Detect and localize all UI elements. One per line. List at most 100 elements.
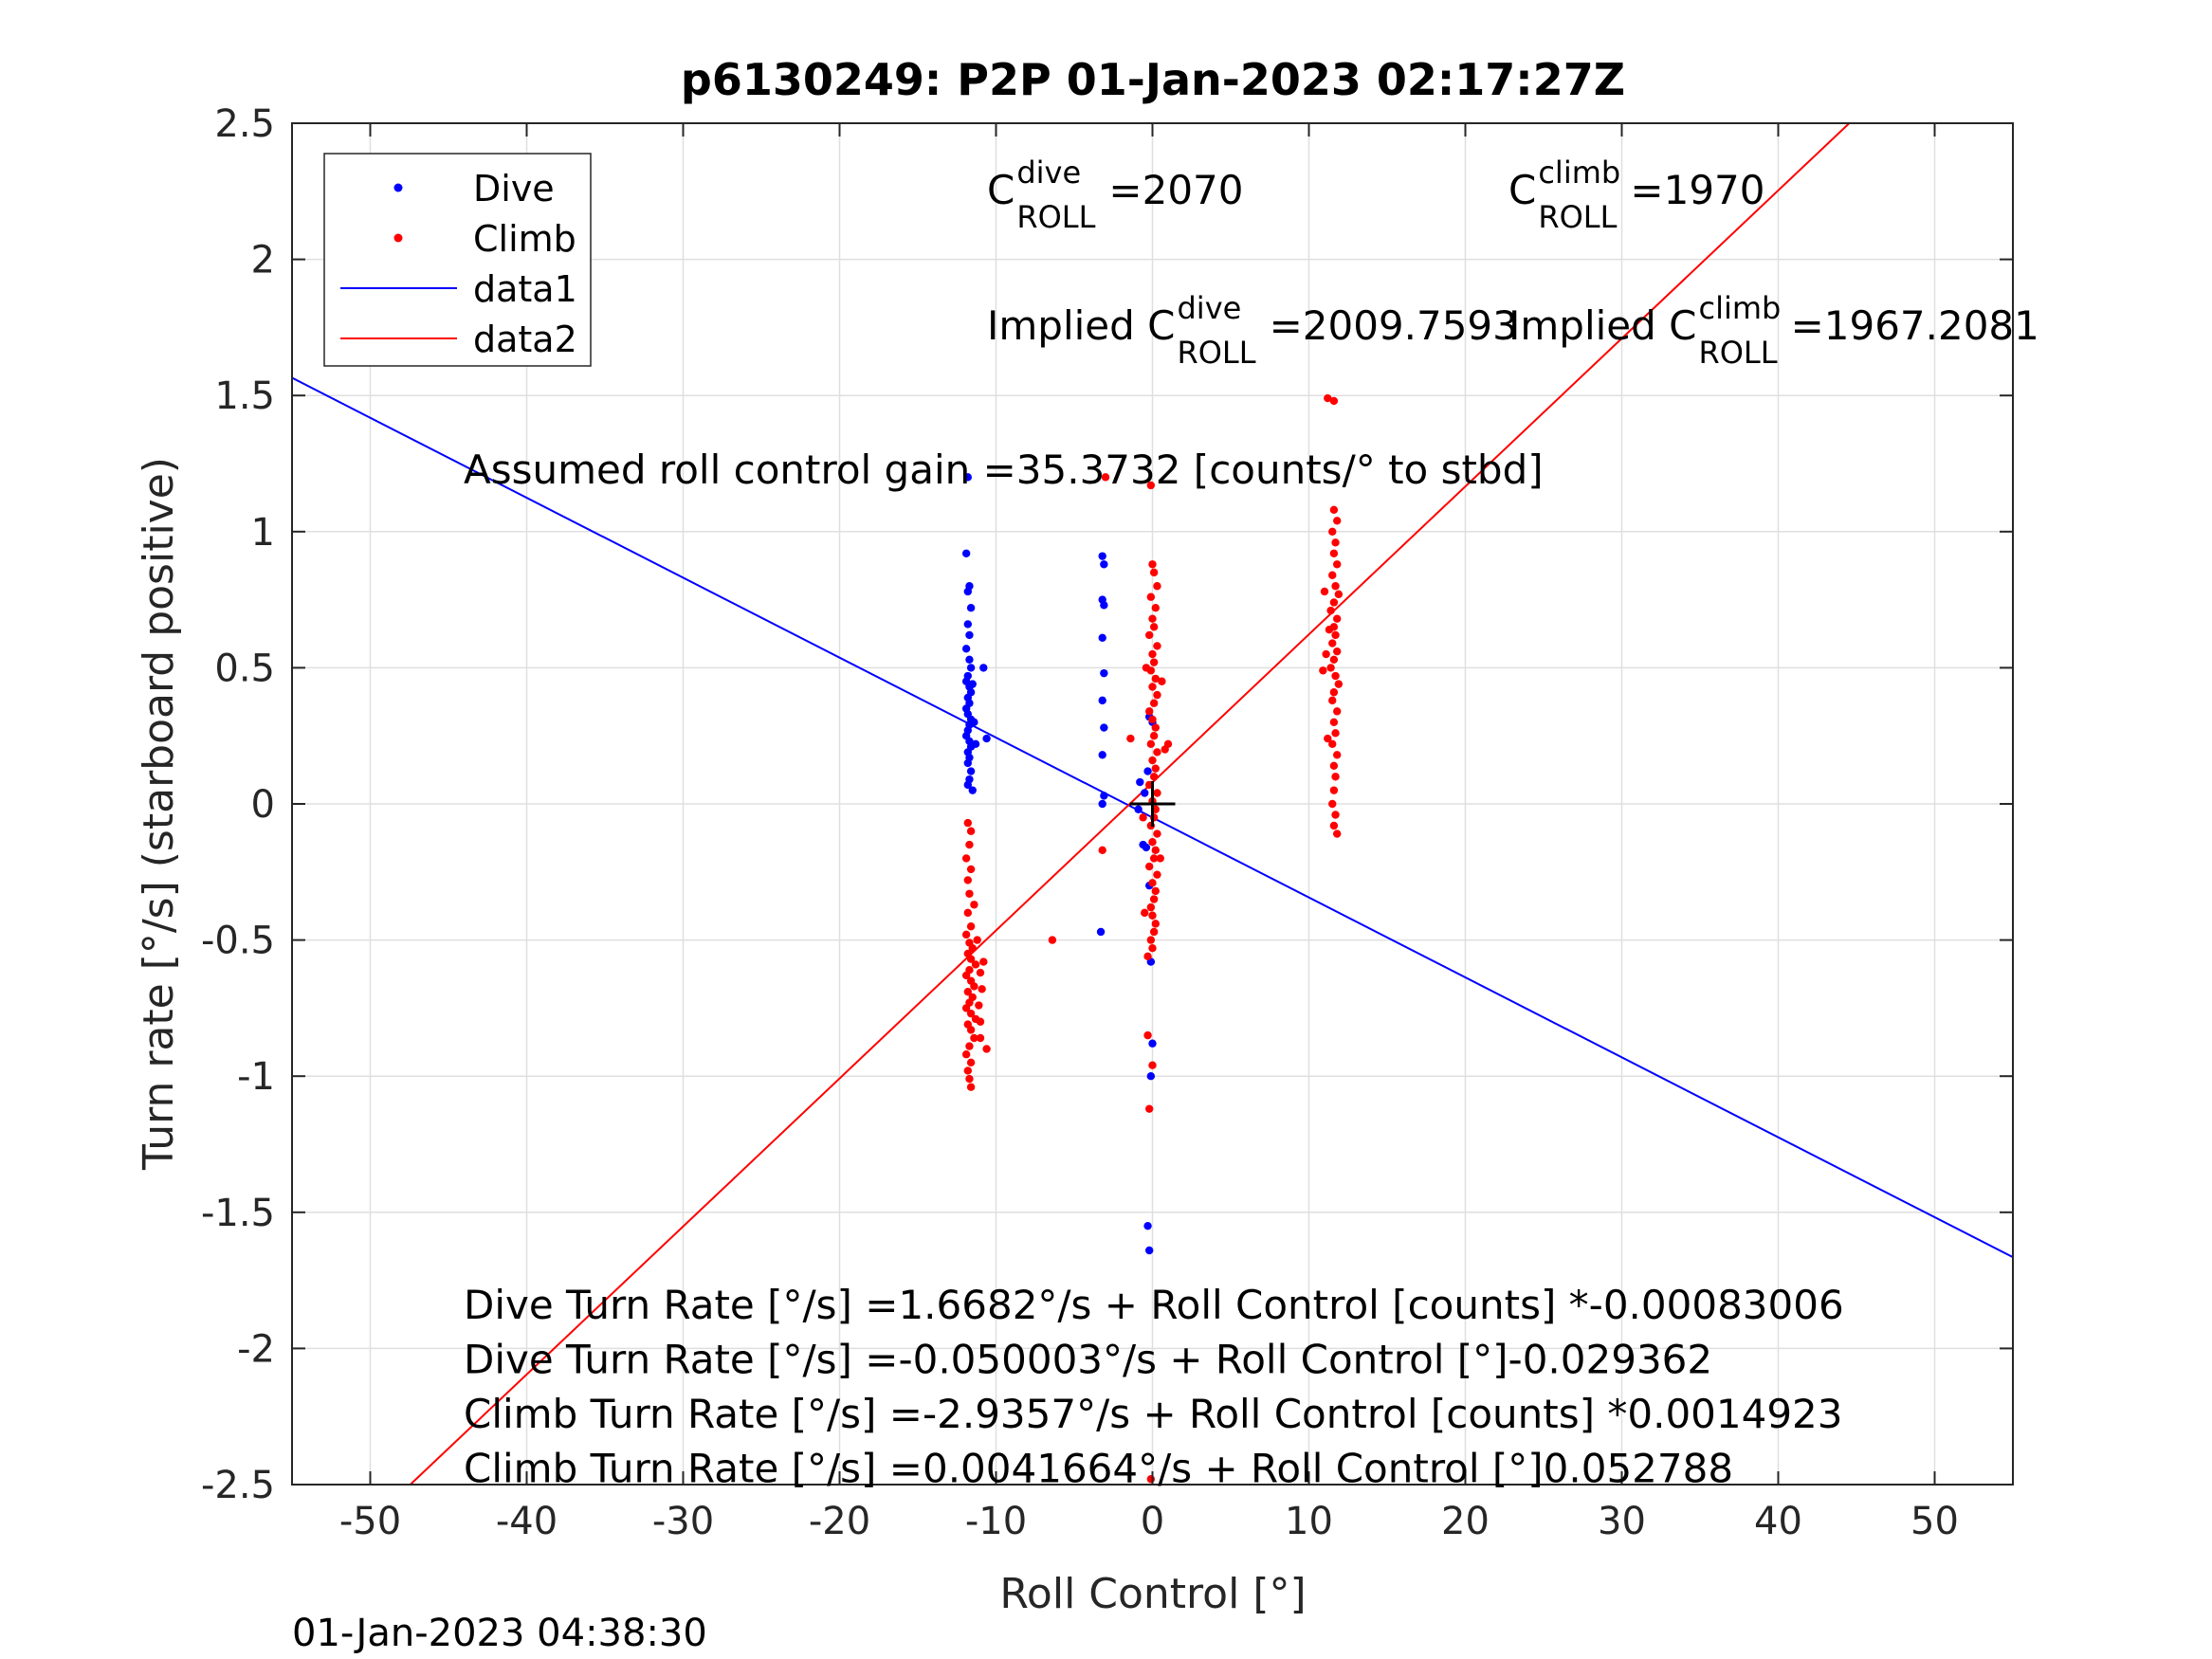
y-tick-label: 1 [251, 511, 275, 555]
y-tick-label: -2 [237, 1327, 275, 1371]
y-tick-label: 2.5 [214, 102, 275, 146]
climb-point [1141, 908, 1149, 918]
footer-timestamp: 01-Jan-2023 04:38:30 [292, 1612, 707, 1655]
climb-point [968, 944, 977, 953]
x-tick-label: 10 [1285, 1500, 1333, 1543]
climb-point [963, 876, 972, 884]
x-tick-label: 20 [1441, 1500, 1490, 1543]
climb-point [1156, 854, 1164, 863]
climb-point [1153, 870, 1161, 879]
dive-point [971, 739, 980, 749]
dive-point [1146, 1072, 1156, 1081]
dive-point [965, 655, 974, 664]
climb-point [1142, 664, 1151, 672]
climb-point [1333, 751, 1342, 759]
dive-point [1141, 789, 1149, 797]
climb-point [963, 818, 972, 828]
legend-label-data2: data2 [473, 319, 577, 360]
climb-point [970, 901, 978, 909]
climb-point [961, 1050, 971, 1059]
climb-point [966, 1058, 976, 1067]
climb-point [1331, 538, 1340, 547]
climb-point [1146, 592, 1156, 601]
dive-point [1098, 751, 1106, 759]
climb-point [966, 827, 976, 835]
climb-point [1101, 473, 1110, 482]
dive-point [1100, 601, 1108, 610]
climb-point [1333, 830, 1342, 838]
implied-climb-annotation-prefix: Implied C [1508, 302, 1696, 349]
climb-point [1149, 568, 1159, 577]
y-axis-label: Turn rate [°/s] (starboard positive) [135, 457, 183, 1171]
climb-point [1329, 688, 1339, 697]
dive-point [1098, 799, 1106, 809]
climb-point [1325, 625, 1334, 634]
climb-point [1139, 813, 1147, 822]
climb-point [1151, 764, 1161, 773]
climb-point [1153, 830, 1161, 838]
climb-point [1324, 734, 1332, 743]
c-climb-annotation-sup: climb [1538, 155, 1620, 191]
climb-point [1153, 690, 1161, 700]
dive-point [965, 630, 974, 640]
dive-point [1098, 552, 1106, 560]
climb-point [1328, 571, 1337, 579]
dive-point [1148, 1039, 1157, 1048]
dive-point [966, 767, 976, 775]
climb-point [1329, 598, 1339, 607]
c-dive-annotation-value: =2070 [1108, 167, 1243, 213]
climb-point [1331, 729, 1340, 738]
climb-point [1334, 590, 1344, 599]
climb-point [973, 936, 981, 944]
climb-point [1153, 642, 1161, 650]
climb-point [966, 865, 976, 874]
climb-point [971, 960, 980, 969]
c-dive-annotation-sub: ROLL [1016, 199, 1095, 235]
axis-ticks [292, 122, 2013, 1486]
climb-point [1333, 560, 1342, 569]
climb-point [979, 957, 988, 966]
climb-point [1151, 846, 1161, 855]
dive-point [1100, 668, 1108, 678]
y-tick-label: -2.5 [201, 1464, 275, 1507]
climb-point [1334, 680, 1344, 688]
climb-point [1148, 683, 1157, 691]
x-tick-label: 40 [1754, 1500, 1802, 1543]
center-marker [1129, 781, 1176, 827]
climb-point [1319, 666, 1327, 675]
equation-line: Dive Turn Rate [°/s] =-0.050003°/s + Rol… [464, 1337, 1712, 1383]
climb-point [1331, 582, 1340, 591]
climb-point [1331, 773, 1340, 781]
climb-point [1149, 854, 1159, 863]
legend-label-data1: data1 [473, 268, 577, 310]
legend: Dive Climb data1 data2 [323, 153, 592, 367]
climb-point [1148, 715, 1157, 724]
equation-line: Climb Turn Rate [°/s] =0.0041664°/s + Ro… [464, 1446, 1733, 1492]
dive-point [961, 549, 971, 557]
climb-point [1153, 748, 1161, 757]
c-climb-annotation-prefix: C [1508, 167, 1536, 213]
climb-point [1326, 606, 1335, 615]
climb-point [1149, 927, 1159, 937]
dive-point [963, 473, 972, 482]
dive-point [1134, 805, 1143, 813]
climb-point [1098, 846, 1106, 855]
climb-point [1146, 936, 1156, 944]
climb-point [1148, 649, 1157, 659]
legend-label-climb: Climb [473, 218, 576, 260]
climb-point [1148, 879, 1157, 887]
legend-marker-dive [393, 183, 403, 192]
climb-point [1329, 655, 1339, 664]
dive-point [1145, 1246, 1154, 1255]
legend-box [323, 153, 592, 367]
dive-point [963, 780, 972, 790]
dive-point [966, 664, 976, 672]
dive-point [982, 734, 991, 743]
climb-point [1148, 560, 1157, 569]
climb-point [1145, 630, 1154, 640]
climb-point [1148, 756, 1157, 765]
climb-point [1048, 936, 1057, 944]
